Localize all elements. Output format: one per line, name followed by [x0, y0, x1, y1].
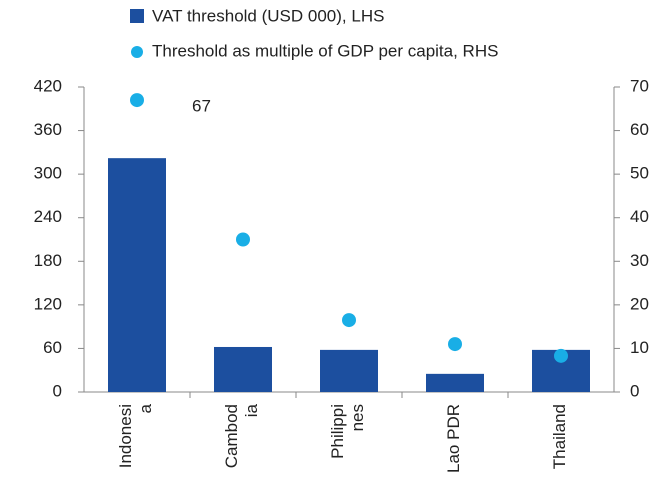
y2-tick-label: 0 — [630, 381, 639, 400]
dot — [236, 232, 250, 247]
y2-tick-label: 50 — [630, 164, 649, 183]
y-tick-label: 240 — [34, 207, 62, 226]
y-tick-label: 180 — [34, 251, 62, 270]
y-tick-label: 0 — [53, 381, 62, 400]
y2-tick-label: 70 — [630, 76, 649, 95]
x-tick-label: Thailand — [550, 404, 569, 469]
dot — [342, 313, 356, 328]
y-tick-label: 60 — [43, 338, 62, 357]
y2-tick-label: 30 — [630, 251, 649, 270]
y2-tick-label: 40 — [630, 207, 649, 226]
y-tick-label: 300 — [34, 164, 62, 183]
x-tick-label: Indonesia — [116, 403, 155, 468]
dot — [448, 337, 462, 352]
y2-tick-label: 20 — [630, 294, 649, 313]
dot — [554, 348, 568, 363]
bar — [214, 346, 272, 392]
legend-label: VAT threshold (USD 000), LHS — [152, 6, 384, 25]
y2-tick-label: 60 — [630, 120, 649, 139]
data-label: 67 — [192, 97, 211, 116]
x-tick-label: Lao PDR — [444, 404, 463, 473]
bar — [320, 349, 378, 392]
y-tick-label: 360 — [34, 120, 62, 139]
legend-swatch — [131, 46, 143, 58]
bar — [108, 158, 166, 392]
legend-label: Threshold as multiple of GDP per capita,… — [152, 41, 498, 60]
y-tick-label: 120 — [34, 294, 62, 313]
y2-tick-label: 10 — [630, 338, 649, 357]
y-tick-label: 420 — [34, 76, 62, 95]
legend-swatch — [130, 9, 144, 23]
x-tick-label: Philippines — [328, 404, 367, 459]
dot — [130, 93, 144, 108]
x-tick-label: Cambodia — [222, 403, 261, 468]
bar — [426, 373, 484, 392]
